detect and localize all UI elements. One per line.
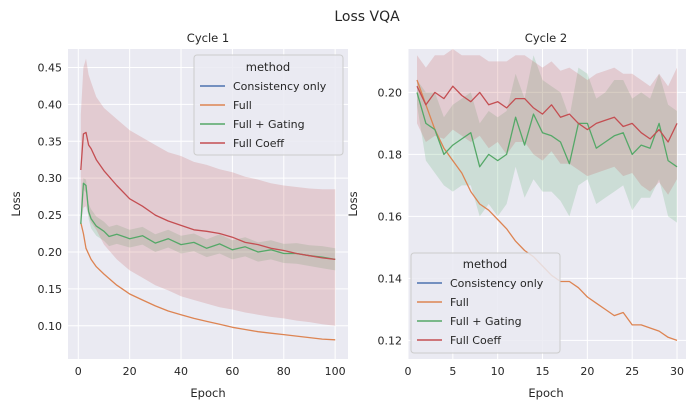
y-tick-label: 0.30 [38, 172, 63, 185]
series-line-full-gating [80, 182, 336, 261]
panel-1-lines [80, 131, 336, 341]
band-full-gating [417, 55, 677, 223]
x-tick-label: 40 [174, 365, 188, 378]
x-tick-label: 80 [277, 365, 291, 378]
legend-label-consistency-only: Consistency only [450, 277, 544, 290]
panel-2-x-label: Epoch [528, 386, 563, 400]
y-tick-label: 0.20 [38, 246, 63, 259]
panel-1-legend: method Consistency only Full Full + Gati… [193, 54, 344, 156]
x-tick-label: 25 [625, 365, 639, 378]
panel-1-title: Cycle 1 [187, 31, 229, 45]
figure-title: Loss VQA [334, 9, 400, 25]
y-tick-label: 0.12 [378, 334, 403, 347]
panel-2-title: Cycle 2 [525, 31, 567, 45]
x-tick-label: 10 [491, 365, 505, 378]
legend-title: method [246, 60, 290, 74]
panel-2-legend: method Consistency only Full Full + Gati… [410, 252, 561, 354]
x-tick-label: 5 [449, 365, 456, 378]
legend-label-full-gating: Full + Gating [450, 315, 522, 328]
legend-label-full-coeff: Full Coeff [233, 137, 284, 150]
band-full-coeff [417, 49, 677, 195]
panel-cycle-2: Cycle 2 0 5 10 15 20 25 30 0.12 0.14 0.16 0.18 0.2… [346, 31, 686, 400]
panel-cycle-1: Cycle 1 0 20 40 60 80 100 0.10 0.15 0.20 0.25 0.3… [9, 31, 348, 400]
x-tick-label: 0 [75, 365, 82, 378]
series-line-full-coeff [416, 85, 678, 143]
x-tick-label: 20 [123, 365, 137, 378]
panel-2-x-ticks: 0 5 10 15 20 25 30 [405, 365, 685, 378]
panel-1-x-ticks: 0 20 40 60 80 100 [75, 365, 346, 378]
y-tick-label: 0.18 [378, 148, 403, 161]
x-tick-label: 0 [405, 365, 412, 378]
legend-box [193, 54, 344, 156]
y-tick-label: 0.40 [38, 98, 63, 111]
y-tick-label: 0.45 [38, 61, 63, 74]
legend-label-full-gating: Full + Gating [233, 118, 305, 131]
panel-2-y-ticks: 0.12 0.14 0.16 0.18 0.20 [378, 86, 403, 347]
x-tick-label: 20 [580, 365, 594, 378]
y-tick-label: 0.10 [38, 320, 63, 333]
band-full-coeff [80, 58, 336, 326]
panel-1-y-label: Loss [9, 191, 23, 216]
band-full-gating [80, 178, 336, 271]
panel-1-x-label: Epoch [190, 386, 225, 400]
y-tick-label: 0.20 [378, 86, 403, 99]
legend-title: method [463, 257, 507, 271]
x-tick-label: 60 [225, 365, 239, 378]
legend-label-full-coeff: Full Coeff [450, 334, 501, 347]
legend-label-full: Full [233, 99, 252, 112]
y-tick-label: 0.25 [38, 209, 63, 222]
legend-box [410, 252, 561, 354]
series-line-full [80, 222, 336, 341]
panel-1-y-ticks: 0.10 0.15 0.20 0.25 0.30 0.35 0.40 0.45 [38, 61, 63, 332]
y-tick-label: 0.35 [38, 135, 63, 148]
legend-label-consistency-only: Consistency only [233, 80, 327, 93]
x-tick-label: 100 [325, 365, 346, 378]
y-tick-label: 0.16 [378, 210, 403, 223]
series-line-full-coeff [80, 131, 336, 261]
panel-2-bands [417, 49, 677, 223]
x-tick-label: 30 [670, 365, 684, 378]
legend-label-full: Full [450, 296, 469, 309]
x-tick-label: 15 [536, 365, 550, 378]
panel-2-y-label: Loss [346, 191, 360, 216]
y-tick-label: 0.14 [378, 272, 403, 285]
panel-1-bands [80, 58, 336, 326]
series-line-full-gating [416, 92, 678, 168]
y-tick-label: 0.15 [38, 283, 63, 296]
